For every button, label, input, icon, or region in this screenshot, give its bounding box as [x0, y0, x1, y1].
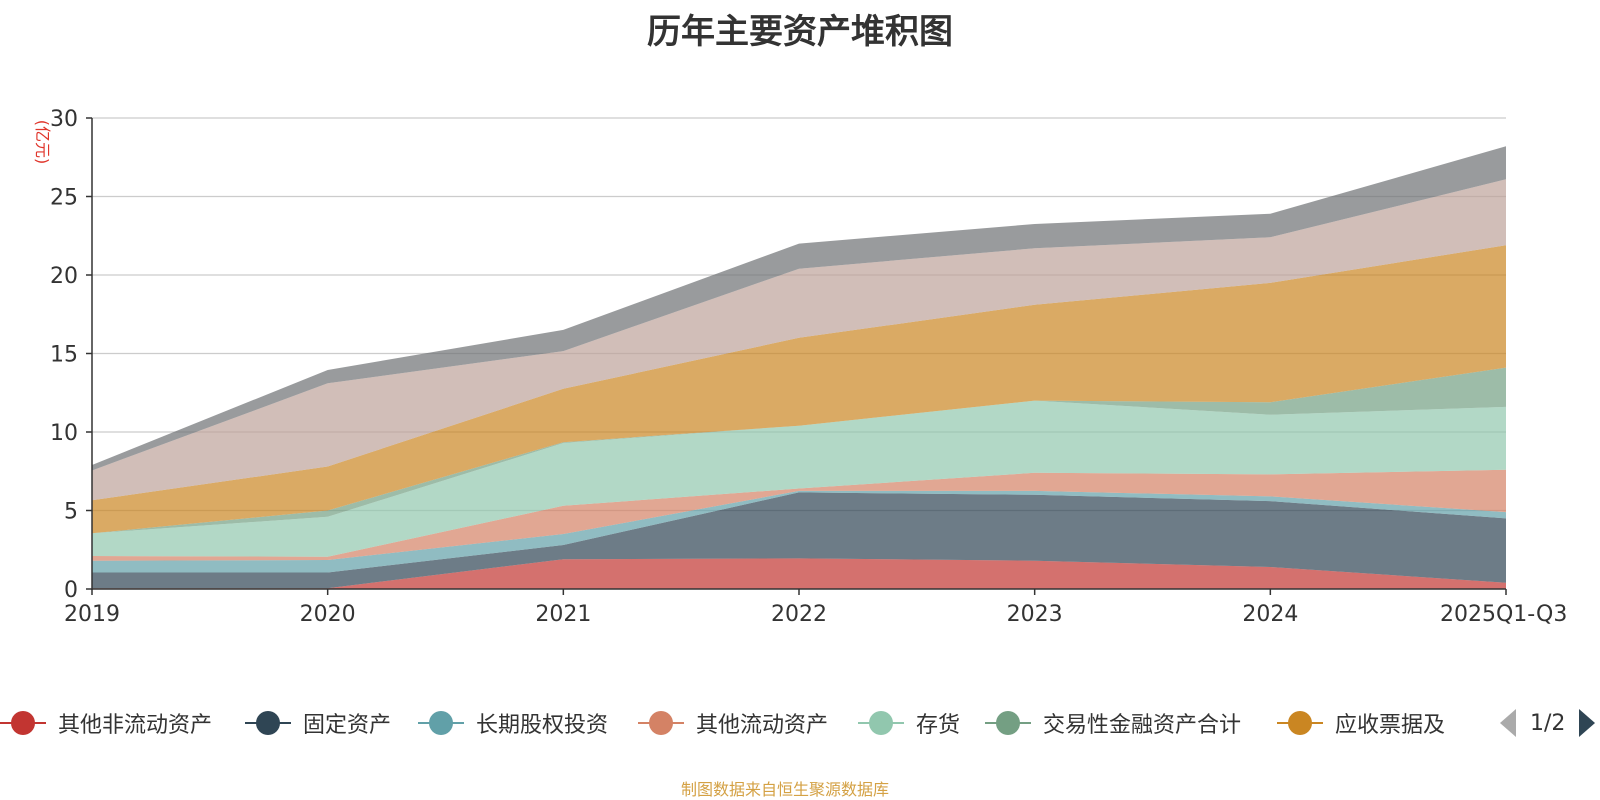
- legend-marker-1: [245, 708, 291, 738]
- y-tick-label-1: 5: [64, 500, 78, 525]
- axes: 0 5 10 15 20 25 30 2019 2020 2021 2022 2023 2024 2025…: [50, 107, 1567, 627]
- legend-item-6[interactable]: 应收票据及: [1277, 703, 1445, 743]
- legend-item-4[interactable]: 存货: [858, 703, 960, 743]
- x-tick-label-2: 2021: [535, 602, 591, 627]
- x-tick-label-3: 2022: [771, 602, 827, 627]
- legend-item-5[interactable]: 交易性金融资产合计: [985, 703, 1241, 743]
- legend-marker-0: [0, 708, 46, 738]
- legend-item-0[interactable]: 其他非流动资产: [0, 703, 212, 743]
- x-tick-label-0: 2019: [64, 602, 120, 627]
- y-tick-label-4: 20: [50, 264, 78, 289]
- y-tick-label-3: 15: [50, 343, 78, 368]
- area-series-1[interactable]: [92, 492, 1506, 589]
- x-tick-label-1: 2020: [300, 602, 356, 627]
- legend-label-3: 其他流动资产: [696, 713, 829, 738]
- legend-page-indicator: 1/2: [1530, 710, 1566, 736]
- y-tick-label-5: 25: [50, 186, 78, 211]
- source-note: 制图数据来自恒生聚源数据库: [680, 780, 889, 799]
- legend-marker-3: [638, 708, 684, 738]
- x-tick-label-6: 2025Q1-Q3: [1440, 602, 1567, 627]
- y-axis-unit-label: (亿元): [33, 120, 52, 165]
- legend-item-2[interactable]: 长期股权投资: [418, 703, 608, 743]
- x-tick-label-4: 2023: [1007, 602, 1063, 627]
- legend-label-5: 交易性金融资产合计: [1043, 713, 1242, 738]
- legend-marker-2: [418, 708, 464, 738]
- y-tick-label-0: 0: [64, 578, 78, 603]
- area-series-4[interactable]: [92, 400, 1506, 557]
- area-series-6[interactable]: [92, 245, 1506, 534]
- area-series-0[interactable]: [92, 558, 1506, 589]
- area-series-8[interactable]: [92, 146, 1506, 471]
- area-series-7[interactable]: [92, 179, 1506, 501]
- legend-pager: 1/2: [1500, 703, 1596, 743]
- x-tick-label-5: 2024: [1242, 602, 1298, 627]
- legend-label-4: 存货: [916, 713, 961, 738]
- legend-item-1[interactable]: 固定资产: [245, 703, 391, 743]
- legend-marker-6: [1277, 708, 1323, 738]
- legend-prev-page-icon[interactable]: [1500, 709, 1516, 737]
- legend-item-3[interactable]: 其他流动资产: [638, 703, 828, 743]
- chart-title: 历年主要资产堆积图: [647, 12, 953, 52]
- area-series-3[interactable]: [92, 469, 1506, 561]
- legend-marker-5: [985, 708, 1031, 738]
- legend-label-2: 长期股权投资: [476, 713, 609, 738]
- area-series-2[interactable]: [92, 490, 1506, 573]
- legend-label-0: 其他非流动资产: [58, 713, 213, 738]
- legend-label-1: 固定资产: [303, 713, 392, 738]
- stacked-area-chart: 0 5 10 15 20 25 30 2019 2020 2021 2022 2023 2024 2025…: [33, 107, 1567, 627]
- y-tick-label-2: 10: [50, 421, 78, 446]
- legend-marker-4: [858, 708, 904, 738]
- area-series: [92, 146, 1506, 589]
- legend: 其他非流动资产 固定资产 长期股权投资 其他流动资产 存货 交易性金融资产合计 应收票据及 1…: [0, 703, 1600, 743]
- legend-next-page-icon[interactable]: [1579, 709, 1596, 737]
- legend-label-6: 应收票据及: [1335, 713, 1446, 738]
- y-tick-label-6: 30: [50, 107, 78, 132]
